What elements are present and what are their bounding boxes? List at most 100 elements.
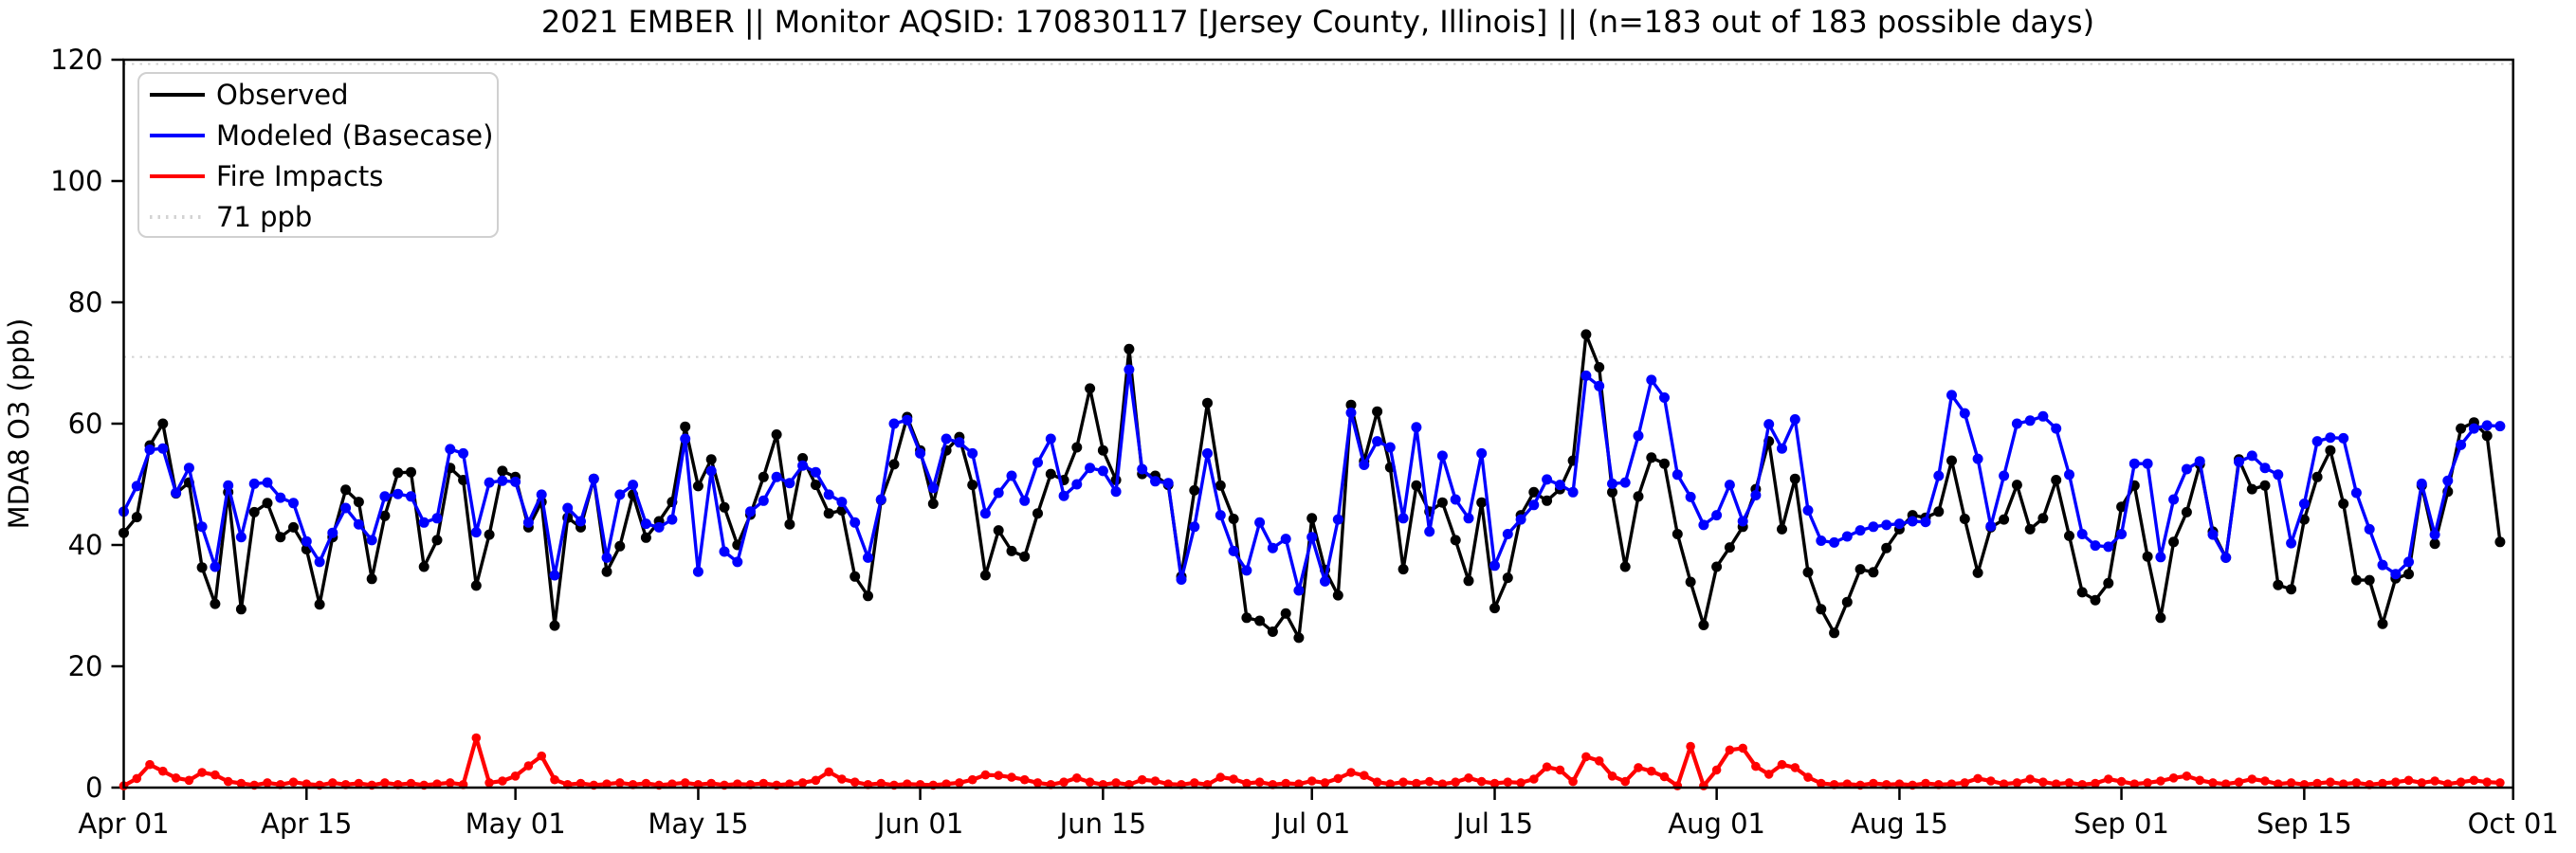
data-point-marker [745, 506, 756, 517]
data-point-marker [1424, 776, 1434, 787]
data-point-marker [1411, 422, 1422, 433]
data-point-marker [1698, 519, 1709, 531]
data-point-marker [1777, 759, 1787, 770]
data-point-marker [680, 433, 691, 445]
data-point-marker [1450, 535, 1461, 546]
data-point-marker [1189, 521, 1200, 533]
data-point-marker [1293, 632, 1305, 644]
data-point-marker [1346, 768, 1356, 777]
data-point-marker [1854, 564, 1866, 575]
data-point-marker [980, 770, 991, 780]
data-point-marker [1528, 486, 1540, 498]
data-point-marker [2338, 779, 2348, 789]
x-tick-label: Aug 01 [1668, 808, 1765, 840]
data-point-marker [575, 778, 586, 789]
data-point-marker [158, 766, 168, 776]
data-point-marker [2351, 778, 2362, 788]
data-point-marker [1554, 480, 1565, 491]
data-point-marker [1059, 777, 1069, 787]
data-point-marker [379, 491, 391, 502]
data-point-marker [1019, 495, 1031, 506]
data-point-marker [1907, 516, 1918, 527]
data-point-marker [1202, 397, 1213, 408]
data-point-marker [380, 778, 390, 788]
data-point-marker [1698, 620, 1709, 630]
data-point-marker [406, 491, 416, 502]
data-point-marker [1542, 474, 1553, 485]
data-point-marker [2090, 594, 2101, 606]
data-point-marker [993, 525, 1004, 536]
legend-item-observed: Observed [150, 79, 349, 111]
data-point-marker [2064, 778, 2074, 788]
plot-border [122, 58, 2514, 789]
data-point-marker [1803, 772, 1813, 782]
data-point-marker [2286, 778, 2296, 788]
data-point-marker [2494, 536, 2506, 548]
data-point-marker [1111, 778, 1121, 788]
data-point-marker [758, 471, 769, 482]
data-point-marker [1972, 567, 1983, 578]
data-point-marker [537, 751, 546, 761]
data-point-marker [2259, 480, 2271, 491]
y-tick-label: 120 [50, 44, 102, 76]
data-point-marker [628, 480, 639, 491]
data-point-marker [1881, 519, 1892, 531]
data-point-marker [1463, 575, 1474, 587]
data-point-marker [1646, 374, 1657, 386]
data-point-marker [2298, 514, 2310, 525]
data-point-marker [1841, 596, 1853, 608]
data-point-marker [2155, 552, 2166, 563]
x-tick-label: Jul 15 [1454, 808, 1533, 840]
data-point-marker [1633, 491, 1644, 502]
data-point-marker [1280, 608, 1291, 619]
data-point-marker [641, 778, 651, 789]
data-point-marker [1085, 777, 1095, 787]
data-point-marker [327, 527, 338, 538]
data-point-marker [497, 475, 508, 486]
data-point-marker [1215, 480, 1226, 491]
data-point-marker [903, 779, 912, 789]
data-point-marker [1280, 534, 1291, 545]
x-tick-label: Apr 15 [261, 808, 352, 840]
data-point-marker [1946, 455, 1957, 466]
data-point-marker [1503, 777, 1513, 787]
data-point-marker [1071, 442, 1083, 453]
data-point-marker [1724, 480, 1735, 491]
data-point-marker [863, 552, 873, 563]
data-point-marker [393, 467, 404, 479]
data-point-marker [1711, 765, 1722, 775]
data-point-marker [1150, 476, 1160, 487]
data-point-marker [836, 497, 848, 508]
data-point-marker [2234, 777, 2244, 787]
data-point-marker [1607, 771, 1617, 781]
data-point-marker [354, 778, 364, 789]
data-point-marker [2234, 456, 2244, 467]
data-point-marker [601, 552, 612, 563]
y-tick-label: 20 [68, 650, 103, 682]
data-point-marker [2091, 778, 2100, 789]
data-point-marker [2350, 574, 2362, 586]
data-point-marker [2469, 775, 2479, 786]
data-point-marker [1085, 463, 1096, 474]
data-point-marker [432, 779, 442, 789]
data-point-marker [301, 779, 312, 789]
data-point-marker [2156, 776, 2165, 786]
data-point-marker [1869, 778, 1878, 789]
data-point-marker [1320, 575, 1330, 587]
data-point-marker [2116, 776, 2127, 787]
x-tick-label: May 01 [466, 808, 566, 840]
data-point-marker [1619, 561, 1631, 572]
data-point-marker [2037, 410, 2049, 422]
data-point-marker [1685, 576, 1696, 588]
legend-label-observed: Observed [216, 79, 349, 111]
data-point-marker [328, 778, 338, 788]
legend-box: Observed Modeled (Basecase) Fire Impacts… [137, 72, 499, 238]
data-point-marker [1946, 390, 1957, 401]
data-point-marker [2390, 569, 2402, 580]
data-point-marker [1594, 362, 1605, 372]
data-point-marker [1777, 523, 1787, 535]
data-point-marker [1751, 761, 1761, 771]
data-point-marker [236, 778, 247, 789]
data-point-marker [2182, 771, 2192, 781]
